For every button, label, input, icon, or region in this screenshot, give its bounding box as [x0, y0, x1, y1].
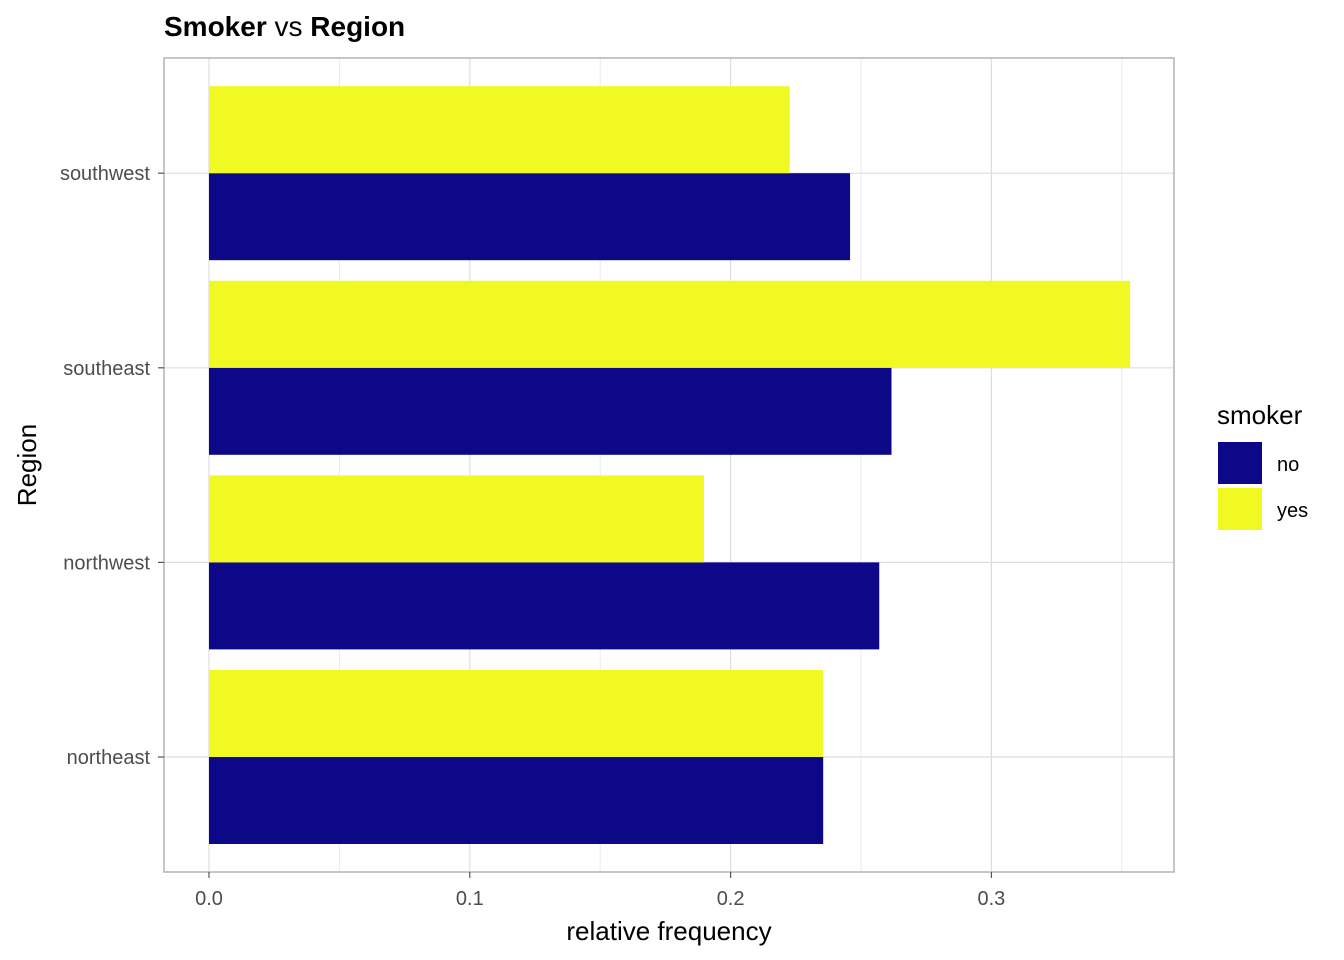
bar-northwest-no — [209, 562, 880, 650]
chart-title: Smoker vs Region — [164, 11, 405, 42]
bar-northwest-yes — [209, 475, 704, 563]
bar-southeast-no — [209, 367, 892, 455]
chart-title-part3: Region — [310, 11, 405, 42]
bar-southeast-yes — [209, 280, 1131, 368]
legend-label-no: no — [1277, 454, 1299, 476]
axes: 0.0 0.1 0.2 0.3 northeast northwest southeast s… — [60, 163, 1005, 910]
y-tick-label: southwest — [60, 163, 150, 185]
y-tick-label: northwest — [63, 552, 150, 574]
x-tick-label: 0.3 — [977, 888, 1005, 910]
bar-northeast-yes — [209, 670, 823, 757]
bar-southwest-no — [209, 173, 851, 261]
legend: smoker no yes — [1217, 400, 1308, 530]
y-tick-label: northeast — [67, 747, 151, 769]
legend-label-yes: yes — [1277, 500, 1308, 522]
legend-title: smoker — [1217, 400, 1303, 430]
x-tick-label: 0.0 — [195, 888, 223, 910]
legend-key-no — [1218, 442, 1262, 484]
bar-northeast-no — [209, 757, 824, 844]
x-tick-label: 0.2 — [717, 888, 745, 910]
legend-key-yes — [1218, 488, 1262, 530]
y-axis-title: Region — [12, 424, 42, 506]
panel-border — [163, 57, 1175, 873]
x-tick-label: 0.1 — [456, 888, 484, 910]
y-tick-label: southeast — [63, 358, 150, 380]
bars — [209, 86, 1131, 844]
chart-title-part2: vs — [267, 11, 311, 42]
chart-title-part1: Smoker — [164, 11, 267, 42]
bar-southwest-yes — [209, 86, 790, 174]
x-axis-title: relative frequency — [566, 916, 771, 946]
